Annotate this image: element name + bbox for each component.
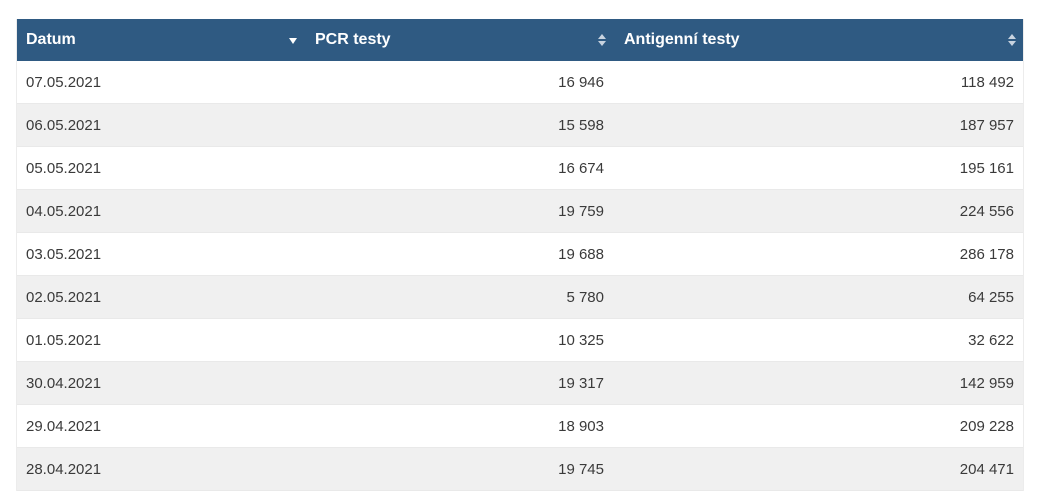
cell-antigen: 204 471 — [614, 447, 1024, 491]
cell-antigen: 32 622 — [614, 318, 1024, 362]
table-row: 03.05.2021 19 688 286 178 — [16, 232, 1024, 276]
cell-date: 03.05.2021 — [16, 232, 305, 276]
cell-date: 02.05.2021 — [16, 275, 305, 319]
column-header-antigen-label: Antigenní testy — [624, 31, 740, 48]
sort-both-icon — [1008, 34, 1016, 46]
column-header-pcr-label: PCR testy — [315, 31, 391, 48]
table-row: 02.05.2021 5 780 64 255 — [16, 275, 1024, 319]
table-row: 04.05.2021 19 759 224 556 — [16, 189, 1024, 233]
cell-antigen: 64 255 — [614, 275, 1024, 319]
cell-pcr: 19 317 — [305, 361, 614, 405]
cell-pcr: 5 780 — [305, 275, 614, 319]
cell-antigen: 286 178 — [614, 232, 1024, 276]
cell-pcr: 16 674 — [305, 146, 614, 190]
cell-antigen: 209 228 — [614, 404, 1024, 448]
cell-date: 04.05.2021 — [16, 189, 305, 233]
column-header-antigen[interactable]: Antigenní testy — [614, 19, 1024, 61]
table-row: 07.05.2021 16 946 118 492 — [16, 61, 1024, 104]
column-header-date-label: Datum — [26, 31, 76, 48]
cell-antigen: 224 556 — [614, 189, 1024, 233]
header-row: Datum PCR testy Antigenní testy — [16, 19, 1024, 61]
cell-pcr: 19 745 — [305, 447, 614, 491]
cell-antigen: 187 957 — [614, 103, 1024, 147]
cell-pcr: 19 688 — [305, 232, 614, 276]
column-header-date[interactable]: Datum — [16, 19, 305, 61]
column-header-pcr[interactable]: PCR testy — [305, 19, 614, 61]
cell-date: 28.04.2021 — [16, 447, 305, 491]
cell-date: 07.05.2021 — [16, 61, 305, 104]
cell-pcr: 19 759 — [305, 189, 614, 233]
cell-antigen: 195 161 — [614, 146, 1024, 190]
table-body: 07.05.2021 16 946 118 492 06.05.2021 15 598 1… — [16, 61, 1024, 491]
cell-date: 06.05.2021 — [16, 103, 305, 147]
cell-date: 05.05.2021 — [16, 146, 305, 190]
table-row: 28.04.2021 19 745 204 471 — [16, 447, 1024, 491]
cell-date: 30.04.2021 — [16, 361, 305, 405]
cell-date: 29.04.2021 — [16, 404, 305, 448]
cell-pcr: 16 946 — [305, 61, 614, 104]
cell-antigen: 142 959 — [614, 361, 1024, 405]
data-table-container: Datum PCR testy Antigenní testy — [16, 19, 1024, 491]
table-row: 30.04.2021 19 317 142 959 — [16, 361, 1024, 405]
table-row: 01.05.2021 10 325 32 622 — [16, 318, 1024, 362]
cell-antigen: 118 492 — [614, 61, 1024, 104]
cell-pcr: 10 325 — [305, 318, 614, 362]
table-row: 29.04.2021 18 903 209 228 — [16, 404, 1024, 448]
sort-both-icon — [598, 34, 606, 46]
cell-date: 01.05.2021 — [16, 318, 305, 362]
cell-pcr: 15 598 — [305, 103, 614, 147]
table-row: 05.05.2021 16 674 195 161 — [16, 146, 1024, 190]
cell-pcr: 18 903 — [305, 404, 614, 448]
table-row: 06.05.2021 15 598 187 957 — [16, 103, 1024, 147]
tests-table: Datum PCR testy Antigenní testy — [16, 19, 1024, 491]
sort-descending-icon — [289, 38, 297, 44]
table-header: Datum PCR testy Antigenní testy — [16, 19, 1024, 61]
